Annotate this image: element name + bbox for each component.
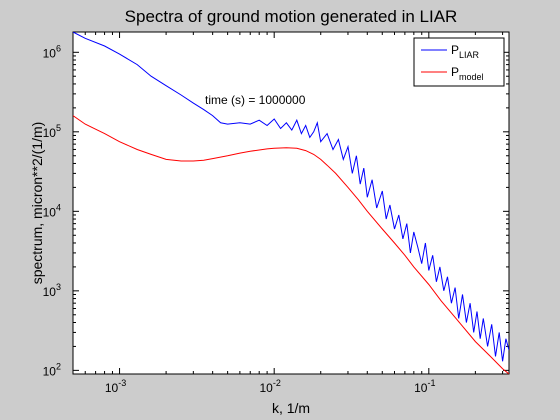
legend-label-liar-sub: LIAR [459,50,480,60]
y-tick-label-base: 10 [43,285,57,299]
y-tick-label: 103 [43,282,61,299]
y-tick-label-base: 10 [43,46,57,60]
x-tick-label: 10-3 [105,378,126,395]
x-tick-label: 10-1 [414,378,435,395]
x-tick-label-exp: -1 [427,378,435,388]
x-axis: 10-3 10-2 10-1 [72,32,504,395]
y-tick-label-exp: 5 [56,123,61,133]
time-annotation: time (s) = 1000000 [205,93,306,107]
series-layer [73,32,509,374]
legend-box [413,37,505,87]
y-axis-label: spectrum, micron**2/(1/m) [29,122,45,285]
y-tick-label-base: 10 [43,205,57,219]
y-tick-label-exp: 4 [56,202,61,212]
chart-title: Spectra of ground motion generated in LI… [125,7,458,26]
legend-label-model: Pmodel [451,65,484,82]
legend-label-liar: PLIAR [451,43,480,60]
x-tick-label-exp: -3 [118,378,126,388]
x-axis-label: k, 1/m [272,400,310,416]
series-line-liar [73,32,509,362]
plot-area [72,31,510,375]
x-tick-label-base: 10 [259,381,273,395]
x-tick-label-base: 10 [414,381,428,395]
y-tick-label-exp: 2 [56,361,61,371]
y-tick-label-base: 10 [43,126,57,140]
y-tick-label: 106 [43,43,61,60]
y-tick-label-exp: 3 [56,282,61,292]
x-tick-label-exp: -2 [273,378,281,388]
y-tick-label: 104 [43,202,61,219]
y-tick-label-exp: 6 [56,43,61,53]
legend-label-model-main: P [451,65,459,79]
series-line-model [73,115,509,374]
y-tick-label-base: 10 [43,364,57,378]
x-tick-label: 10-2 [259,378,280,395]
legend-label-liar-main: P [451,43,459,57]
legend-label-model-sub: model [459,72,484,82]
x-tick-label-base: 10 [105,381,119,395]
y-tick-label: 102 [43,361,61,378]
legend: PLIAR Pmodel [413,37,505,87]
y-tick-label: 105 [43,123,61,140]
